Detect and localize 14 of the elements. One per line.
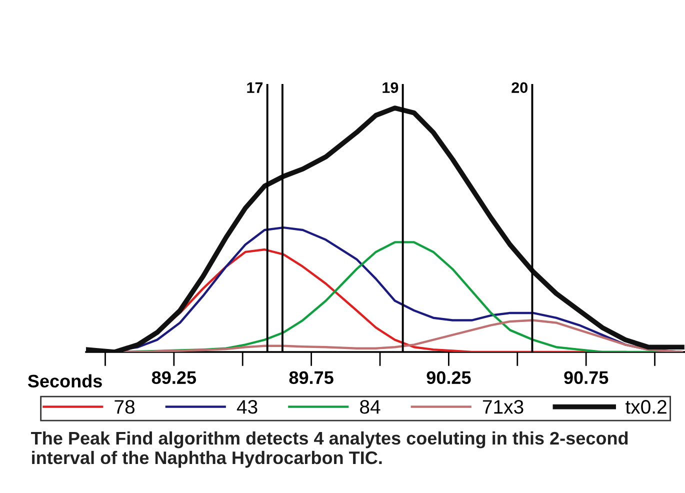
legend-label: 78 bbox=[114, 400, 135, 414]
x-tick-label: 90.75 bbox=[564, 371, 608, 384]
x-axis-title: Seconds bbox=[28, 374, 102, 388]
annotation: 20 bbox=[512, 82, 528, 94]
legend-label: 84 bbox=[360, 400, 380, 414]
text: The Peak Find algorithm detects 4 analytes coeluting in this 2-second interval of the Naphtha Hydrocarbon TIC. bbox=[31, 431, 628, 468]
legend-label: tx0.2 bbox=[626, 400, 666, 414]
x-tick-label: 89.25 bbox=[152, 371, 196, 384]
x-tick-label: 89.75 bbox=[289, 371, 334, 384]
legend-label: 43 bbox=[236, 400, 258, 414]
x-tick-label: 90.25 bbox=[426, 371, 471, 384]
annotation: 19 bbox=[382, 82, 398, 94]
legend-label: 71x3 bbox=[482, 400, 524, 414]
annotation: 17 bbox=[247, 82, 263, 93]
